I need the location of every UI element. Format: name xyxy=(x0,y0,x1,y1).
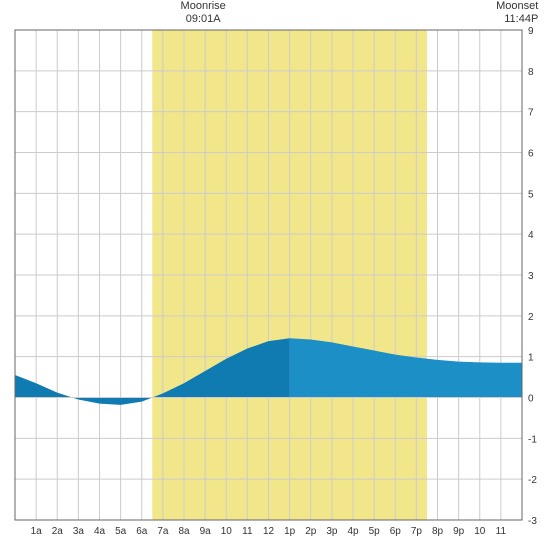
svg-text:11: 11 xyxy=(496,526,507,537)
svg-text:1a: 1a xyxy=(31,526,43,537)
svg-text:3: 3 xyxy=(528,271,534,282)
svg-text:6: 6 xyxy=(528,149,534,160)
svg-text:3p: 3p xyxy=(326,526,338,537)
svg-text:2a: 2a xyxy=(52,526,64,537)
svg-text:4a: 4a xyxy=(94,526,106,537)
svg-text:6p: 6p xyxy=(390,526,402,537)
svg-text:1p: 1p xyxy=(284,526,296,537)
svg-text:6a: 6a xyxy=(136,526,148,537)
chart-svg: -3-2-101234567891a2a3a4a5a6a7a8a9a101112… xyxy=(0,0,550,550)
svg-text:4p: 4p xyxy=(347,526,359,537)
svg-text:9: 9 xyxy=(528,26,534,37)
svg-text:0: 0 xyxy=(528,394,534,405)
svg-text:8: 8 xyxy=(528,67,534,78)
moonset-time: 11:44P xyxy=(496,13,538,26)
tide-chart: -3-2-101234567891a2a3a4a5a6a7a8a9a101112… xyxy=(0,0,550,550)
svg-text:11: 11 xyxy=(242,526,253,537)
moonrise-header: Moonrise 09:01A xyxy=(181,0,226,26)
moonset-label: Moonset xyxy=(496,0,538,13)
svg-text:5a: 5a xyxy=(115,526,127,537)
svg-text:9p: 9p xyxy=(453,526,465,537)
svg-text:4: 4 xyxy=(528,230,534,241)
svg-text:7p: 7p xyxy=(411,526,423,537)
svg-text:10: 10 xyxy=(474,526,486,537)
svg-text:12: 12 xyxy=(263,526,275,537)
svg-text:5p: 5p xyxy=(369,526,381,537)
svg-text:7a: 7a xyxy=(157,526,169,537)
svg-text:3a: 3a xyxy=(73,526,85,537)
svg-text:2: 2 xyxy=(528,312,534,323)
svg-text:-1: -1 xyxy=(528,434,537,445)
svg-text:-3: -3 xyxy=(528,516,537,527)
moonset-header: Moonset 11:44P xyxy=(496,0,538,26)
svg-text:5: 5 xyxy=(528,189,534,200)
svg-text:-2: -2 xyxy=(528,475,537,486)
moonrise-time: 09:01A xyxy=(181,13,226,26)
svg-text:8p: 8p xyxy=(432,526,444,537)
svg-text:8a: 8a xyxy=(178,526,190,537)
svg-text:1: 1 xyxy=(528,353,534,364)
svg-text:10: 10 xyxy=(221,526,233,537)
svg-text:9a: 9a xyxy=(200,526,212,537)
moonrise-label: Moonrise xyxy=(181,0,226,13)
svg-text:7: 7 xyxy=(528,108,534,119)
svg-text:2p: 2p xyxy=(305,526,317,537)
